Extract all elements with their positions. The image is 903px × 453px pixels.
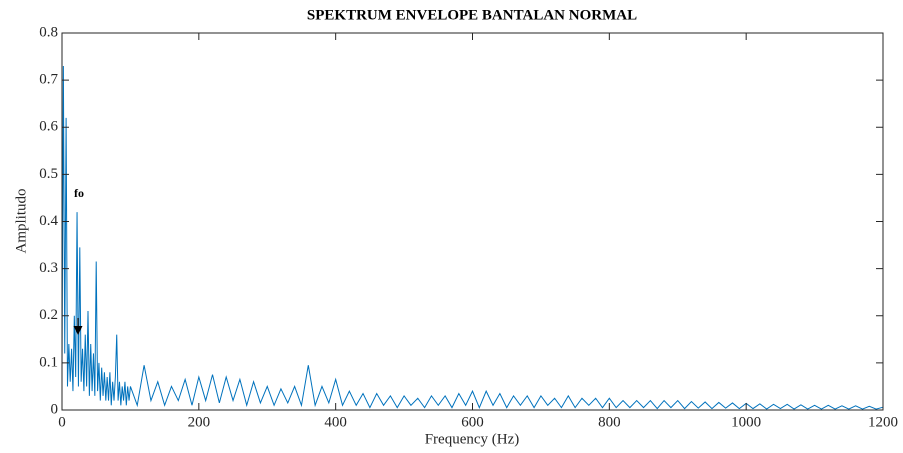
chart-title: SPEKTRUM ENVELOPE BANTALAN NORMAL	[307, 7, 637, 23]
annotation-arrowhead	[73, 326, 83, 335]
y-tick-label: 0.6	[39, 119, 58, 135]
annotation: fo	[74, 186, 84, 200]
x-tick-label: 800	[598, 414, 621, 430]
y-tick-label: 0	[51, 401, 59, 417]
x-tick-label: 600	[461, 414, 484, 430]
y-tick-label: 0.5	[39, 166, 58, 182]
y-tick-label: 0.3	[39, 260, 58, 276]
data-line	[61, 65, 884, 410]
x-axis-label: Frequency (Hz)	[425, 431, 520, 447]
y-tick-label: 0.2	[39, 307, 58, 323]
plot-frame	[61, 32, 884, 411]
x-tick-label: 0	[58, 414, 66, 430]
y-tick-label: 0.1	[39, 354, 58, 370]
y-tick-label: 0.8	[39, 24, 58, 40]
x-tick-label: 200	[188, 414, 211, 430]
x-tick-label: 400	[324, 414, 347, 430]
y-tick-label: 0.4	[39, 213, 58, 229]
x-tick-label: 1000	[731, 414, 761, 430]
y-tick-label: 0.7	[39, 72, 58, 88]
y-axis-label: Amplitudo	[13, 188, 29, 253]
x-tick-label: 1200	[868, 414, 898, 430]
